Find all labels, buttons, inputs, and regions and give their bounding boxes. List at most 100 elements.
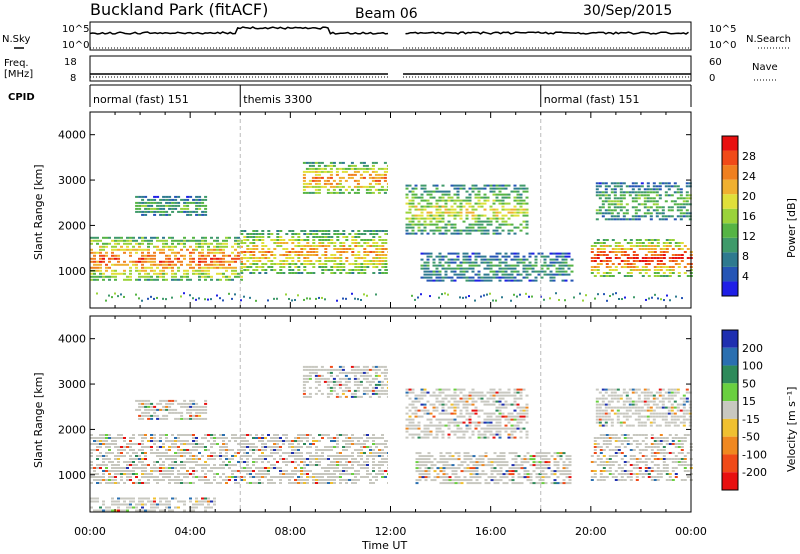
echo-cell bbox=[442, 473, 446, 476]
echo-cell bbox=[679, 209, 683, 212]
echo-cell bbox=[465, 406, 469, 409]
echo-cell bbox=[632, 260, 636, 262]
echo-cell bbox=[180, 461, 183, 463]
echo-cell bbox=[353, 365, 357, 368]
echo-cell bbox=[525, 430, 529, 433]
echo-cell bbox=[111, 248, 114, 251]
echo-cell bbox=[288, 272, 292, 274]
echo-cell bbox=[477, 226, 481, 229]
echo-cell bbox=[365, 167, 369, 170]
echo-cell bbox=[369, 437, 372, 439]
echo-cell bbox=[543, 270, 547, 273]
echo-cell bbox=[102, 254, 105, 257]
echo-cell bbox=[423, 217, 427, 220]
echo-cell bbox=[258, 449, 261, 451]
echo-cell bbox=[105, 470, 108, 472]
echo-cell bbox=[132, 470, 135, 472]
echo-cell bbox=[439, 476, 443, 479]
echo-cell bbox=[141, 275, 144, 278]
echo-cell bbox=[486, 418, 490, 421]
echo-cell bbox=[249, 443, 252, 445]
echo-cell bbox=[225, 266, 228, 269]
echo-cell bbox=[210, 257, 213, 260]
echo-cell bbox=[129, 461, 132, 463]
echo-cell bbox=[333, 266, 337, 268]
echo-cell bbox=[644, 272, 648, 274]
echo-cell bbox=[210, 446, 213, 448]
echo-cell bbox=[375, 251, 379, 253]
echo-cell bbox=[607, 185, 611, 188]
echo-cell bbox=[475, 470, 479, 473]
echo-cell bbox=[462, 267, 466, 270]
echo-cell bbox=[335, 170, 339, 173]
echo-cell bbox=[442, 479, 446, 482]
echo-cell bbox=[339, 476, 342, 478]
echo-cell bbox=[314, 173, 318, 176]
echo-cell bbox=[111, 254, 114, 257]
echo-cell bbox=[685, 212, 689, 215]
echo-cell bbox=[117, 452, 120, 454]
echo-cell bbox=[189, 201, 193, 204]
echo-cell bbox=[433, 458, 437, 461]
echo-cell bbox=[411, 427, 415, 430]
echo-cell bbox=[384, 470, 387, 472]
echo-cell bbox=[601, 191, 605, 194]
echo-cell bbox=[174, 251, 177, 254]
echo-cell bbox=[671, 260, 675, 262]
echo-cell bbox=[414, 406, 418, 409]
echo-cell bbox=[685, 191, 689, 194]
echo-cell bbox=[477, 436, 481, 439]
echo-cell bbox=[468, 276, 472, 279]
echo-cell bbox=[677, 248, 681, 250]
echo-cell bbox=[177, 242, 180, 245]
echo-cell bbox=[198, 272, 201, 275]
echo-cell bbox=[342, 467, 345, 469]
echo-cell bbox=[300, 239, 304, 241]
echo-cell bbox=[147, 414, 151, 417]
echo-cell bbox=[543, 258, 547, 261]
echo-cell bbox=[444, 211, 448, 214]
echo-cell bbox=[258, 233, 262, 235]
echo-cell bbox=[519, 430, 523, 433]
echo-cell bbox=[258, 260, 262, 262]
echo-cell bbox=[90, 272, 93, 275]
echo-cell bbox=[516, 412, 520, 415]
echo-cell bbox=[429, 205, 433, 208]
echo-cell bbox=[305, 368, 309, 371]
echo-cell bbox=[411, 391, 415, 394]
echo-cell bbox=[159, 452, 162, 454]
echo-cell bbox=[377, 173, 381, 176]
echo-cell bbox=[579, 292, 581, 295]
echo-cell bbox=[315, 476, 318, 478]
echo-cell bbox=[138, 278, 141, 281]
echo-cell bbox=[231, 269, 234, 272]
echo-cell bbox=[350, 371, 354, 374]
echo-cell bbox=[327, 242, 331, 244]
echo-cell bbox=[353, 173, 357, 176]
echo-cell bbox=[417, 409, 421, 412]
echo-cell bbox=[644, 248, 648, 250]
echo-cell bbox=[516, 295, 518, 298]
echo-cell bbox=[417, 226, 421, 229]
echo-cell bbox=[429, 229, 433, 232]
echo-cell bbox=[171, 269, 174, 272]
echo-cell bbox=[480, 279, 484, 282]
echo-cell bbox=[444, 232, 448, 235]
echo-cell bbox=[384, 440, 387, 442]
echo-cell bbox=[510, 223, 514, 226]
echo-cell bbox=[450, 270, 454, 273]
echo-cell bbox=[495, 258, 499, 261]
echo-cell bbox=[498, 226, 502, 229]
echo-cell bbox=[297, 482, 300, 484]
echo-cell bbox=[486, 279, 490, 282]
echo-cell bbox=[276, 263, 280, 265]
echo-cell bbox=[159, 455, 162, 457]
echo-cell bbox=[135, 239, 138, 242]
echo-cell bbox=[366, 455, 369, 457]
echo-cell bbox=[429, 202, 433, 205]
echo-cell bbox=[342, 266, 346, 268]
echo-cell bbox=[93, 473, 96, 475]
echo-cell bbox=[417, 196, 421, 199]
echo-cell bbox=[147, 417, 151, 420]
echo-cell bbox=[165, 434, 168, 436]
